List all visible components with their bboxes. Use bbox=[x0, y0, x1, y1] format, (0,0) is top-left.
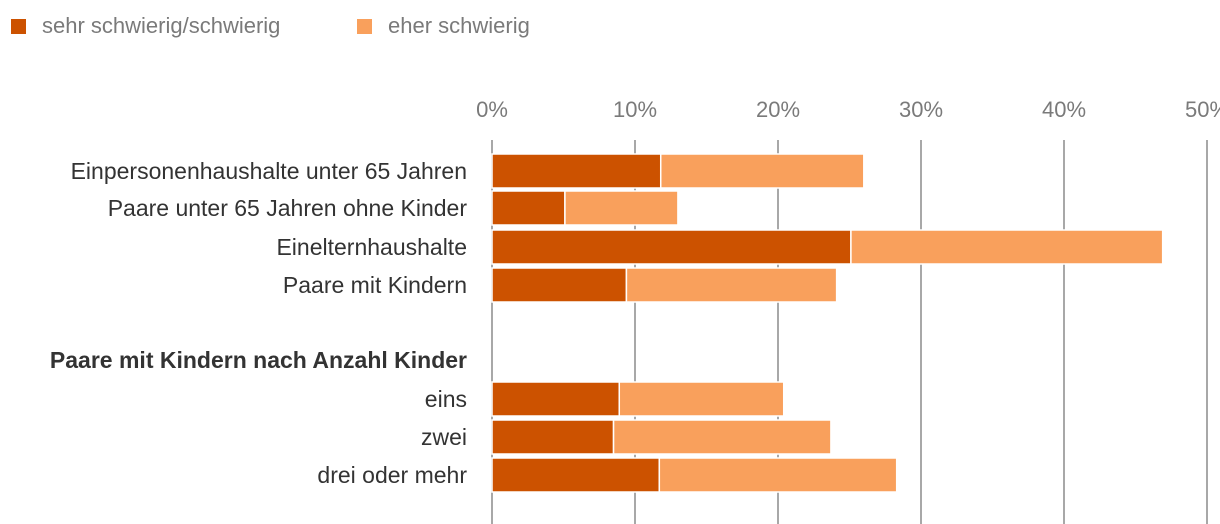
x-tick-label: 40% bbox=[1042, 97, 1086, 122]
category-label: zwei bbox=[421, 424, 467, 450]
legend-swatch bbox=[357, 19, 372, 34]
bar-segment-sehr-schwierig bbox=[491, 153, 662, 189]
category-label: eins bbox=[425, 386, 467, 412]
bar-segment-sehr-schwierig bbox=[491, 267, 628, 303]
x-tick-label: 10% bbox=[613, 97, 657, 122]
category-label: Einpersonenhaushalte unter 65 Jahren bbox=[71, 158, 467, 184]
category-label: Einelternhaushalte bbox=[276, 234, 467, 260]
legend-swatch bbox=[11, 19, 26, 34]
legend-label: sehr schwierig/schwierig bbox=[42, 13, 280, 38]
category-label: drei oder mehr bbox=[317, 462, 467, 488]
bar-segment-sehr-schwierig bbox=[491, 229, 852, 265]
x-axis-ticks: 0% 10% 20% 30% 40% 50% bbox=[476, 97, 1220, 122]
bar-segment-eher-schwierig bbox=[612, 419, 832, 455]
legend: sehr schwierig/schwierig eher schwierig bbox=[11, 13, 530, 38]
bar-segment-sehr-schwierig bbox=[491, 190, 566, 226]
bars bbox=[491, 153, 1164, 493]
bar-segment-eher-schwierig bbox=[564, 190, 679, 226]
legend-label: eher schwierig bbox=[388, 13, 530, 38]
bar-segment-eher-schwierig bbox=[618, 381, 785, 417]
category-label: Paare unter 65 Jahren ohne Kinder bbox=[108, 195, 468, 221]
category-labels: Einpersonenhaushalte unter 65 Jahren Paar… bbox=[50, 158, 467, 488]
bar-segment-sehr-schwierig bbox=[491, 419, 615, 455]
category-heading: Paare mit Kindern nach Anzahl Kinder bbox=[50, 347, 467, 373]
bar-segment-sehr-schwierig bbox=[491, 457, 661, 493]
x-tick-label: 20% bbox=[756, 97, 800, 122]
bar-segment-eher-schwierig bbox=[659, 153, 865, 189]
x-tick-label: 50% bbox=[1185, 97, 1220, 122]
bar-segment-sehr-schwierig bbox=[491, 381, 621, 417]
bar-segment-eher-schwierig bbox=[850, 229, 1164, 265]
bar-segment-eher-schwierig bbox=[625, 267, 838, 303]
bar-segment-eher-schwierig bbox=[658, 457, 898, 493]
x-tick-label: 0% bbox=[476, 97, 508, 122]
category-label: Paare mit Kindern bbox=[283, 272, 467, 298]
x-tick-label: 30% bbox=[899, 97, 943, 122]
